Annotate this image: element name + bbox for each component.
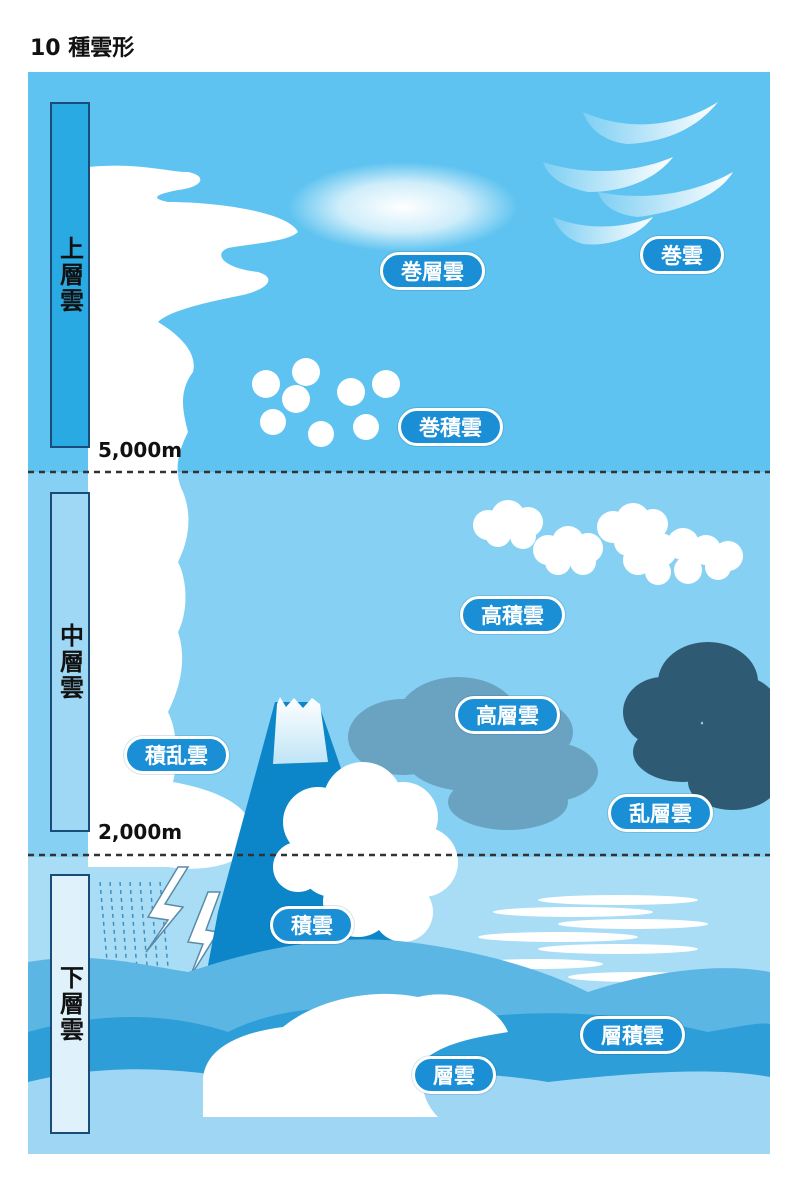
label-cumulonimbus: 積乱雲 — [124, 736, 229, 774]
sky-illustration — [28, 72, 770, 1154]
label-stratocumulus: 層積雲 — [580, 1016, 685, 1054]
band-bar-high: 上層雲 — [50, 102, 90, 448]
band-bar-low: 下層雲 — [50, 874, 90, 1134]
label-cirrocumulus: 巻積雲 — [398, 408, 503, 446]
altocumulus-cloud — [473, 500, 743, 585]
page-title: 10 種雲形 — [30, 36, 135, 61]
sky-diagram: 上層雲 中層雲 下層雲 5,000m 2,000m 巻層雲 巻雲 巻積雲 高積雲… — [28, 72, 770, 1154]
mountain-snowcap — [273, 697, 328, 764]
cumulus-cloud — [273, 762, 458, 942]
cumulonimbus-cloud — [88, 165, 298, 869]
cirrus-cloud — [543, 102, 733, 245]
label-altostratus: 高層雲 — [455, 696, 560, 734]
cirrostratus-cloud — [288, 162, 518, 252]
label-cirrostratus: 巻層雲 — [380, 252, 485, 290]
band-label-high: 上層雲 — [55, 236, 84, 314]
lightning-icon — [145, 866, 190, 953]
band-bar-mid: 中層雲 — [50, 492, 90, 832]
label-cirrus: 巻雲 — [640, 236, 724, 274]
label-nimbostratus: 乱層雲 — [608, 794, 713, 832]
label-altocumulus: 高積雲 — [460, 596, 565, 634]
label-stratus: 層雲 — [412, 1056, 496, 1094]
lightning-icon — [186, 891, 222, 978]
altitude-label-2000: 2,000m — [98, 820, 183, 844]
band-label-mid: 中層雲 — [55, 623, 84, 701]
stratus-cloud — [203, 993, 508, 1117]
nimbostratus-cloud — [623, 642, 770, 810]
label-cumulus: 積雲 — [270, 906, 354, 944]
altitude-label-5000: 5,000m — [98, 438, 183, 462]
cirrocumulus-cloud — [252, 358, 400, 447]
band-label-low: 下層雲 — [55, 965, 84, 1043]
